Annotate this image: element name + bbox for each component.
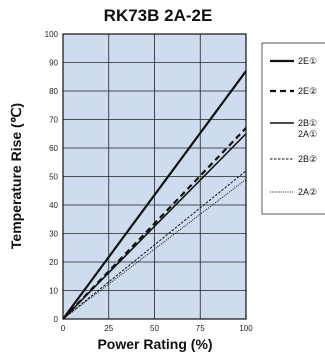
legend-label: 2B② xyxy=(298,154,317,164)
legend-box xyxy=(261,42,325,215)
series-line xyxy=(62,133,247,320)
legend-label: 2E① xyxy=(298,56,317,66)
y-tick-label: 80 xyxy=(49,87,58,96)
y-tick-label: 60 xyxy=(49,144,58,153)
x-tick-label: 25 xyxy=(104,324,113,333)
x-axis-label: Power Rating (%) xyxy=(97,336,212,352)
legend-label: 2A② xyxy=(298,187,317,197)
y-tick-label: 10 xyxy=(49,287,58,296)
series-line xyxy=(62,178,247,320)
y-tick-label: 100 xyxy=(45,30,59,39)
y-tick-label: 20 xyxy=(49,258,58,267)
y-tick-label: 0 xyxy=(54,315,59,324)
series-lines xyxy=(62,70,247,320)
x-tick-label: 0 xyxy=(61,324,66,333)
y-tick-label: 40 xyxy=(49,201,58,210)
legend-label: 2B① xyxy=(298,118,317,128)
y-tick-label: 50 xyxy=(49,173,58,182)
legend-label: 2E② xyxy=(298,86,317,96)
plot-area xyxy=(62,33,247,320)
chart-title: RK73B 2A-2E xyxy=(104,6,213,25)
series-line xyxy=(62,70,247,320)
series-line xyxy=(62,170,247,320)
y-tick-label: 70 xyxy=(49,116,58,125)
legend-label: 2A① xyxy=(298,129,317,139)
plot-frame xyxy=(62,33,247,320)
y-tick-label: 90 xyxy=(49,59,58,68)
axis-ticks: 0 25 50 75 100 0 10 20 30 40 50 60 70 80 90 100 xyxy=(45,30,254,333)
y-axis-label: Temperature Rise (℃) xyxy=(8,103,24,249)
x-tick-label: 75 xyxy=(196,324,205,333)
x-tick-label: 100 xyxy=(239,324,253,333)
y-tick-label: 30 xyxy=(49,230,58,239)
x-tick-label: 50 xyxy=(150,324,159,333)
